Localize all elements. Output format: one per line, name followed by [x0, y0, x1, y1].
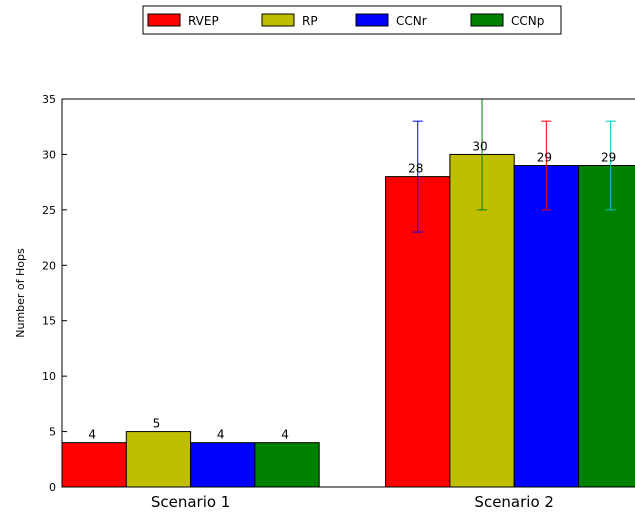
legend-label-rvep: RVEP: [188, 14, 219, 28]
legend-swatch-ccnp: [470, 13, 504, 27]
x-axis: Scenario 1 Scenario 2: [151, 482, 554, 511]
legend-label-ccnr: CCNr: [396, 14, 427, 28]
data-label: 4: [88, 428, 96, 442]
data-label: 4: [217, 428, 225, 442]
bar-ccnp-2: [578, 165, 635, 488]
data-label: 29: [601, 151, 616, 165]
data-label: 29: [537, 151, 552, 165]
x-tick-label: Scenario 2: [474, 493, 554, 511]
legend: RVEP RP CCNr CCNp: [142, 5, 562, 35]
bar-ccnr-2: [513, 165, 580, 488]
y-tick-label: 25: [42, 204, 56, 217]
data-label: 4: [281, 428, 289, 442]
data-labels: 4 5 4 4 28 30 29 29: [88, 139, 616, 441]
y-tick-label: 5: [49, 426, 56, 439]
legend-swatch-rvep: [147, 13, 181, 27]
bar-ccnr-1: [190, 442, 256, 488]
legend-swatch-rp: [261, 13, 295, 27]
bar-rvep-1: [61, 442, 127, 488]
bar-ccnp-1: [254, 442, 320, 488]
bar-rp-1: [125, 431, 192, 488]
y-tick-label: 30: [42, 148, 56, 161]
y-tick-label: 20: [42, 259, 56, 272]
legend-swatch-ccnr: [355, 13, 389, 27]
y-tick-label: 15: [42, 315, 56, 328]
data-label: 30: [472, 139, 487, 153]
error-bars: [412, 99, 616, 233]
legend-label-rp: RP: [302, 14, 318, 28]
bars: [61, 153, 635, 488]
data-label: 28: [408, 162, 423, 176]
legend-label-ccnp: CCNp: [511, 14, 544, 28]
data-label: 5: [153, 417, 161, 431]
y-tick-label: 10: [42, 370, 56, 383]
plot-frame: [61, 98, 635, 488]
x-tick-label: Scenario 1: [151, 493, 231, 511]
y-axis-label: Number of Hops: [14, 248, 27, 338]
y-tick-label: 35: [42, 93, 56, 106]
y-tick-label: 0: [49, 481, 56, 494]
y-axis: 0 5 10 15 20 25 30 35: [42, 93, 67, 494]
